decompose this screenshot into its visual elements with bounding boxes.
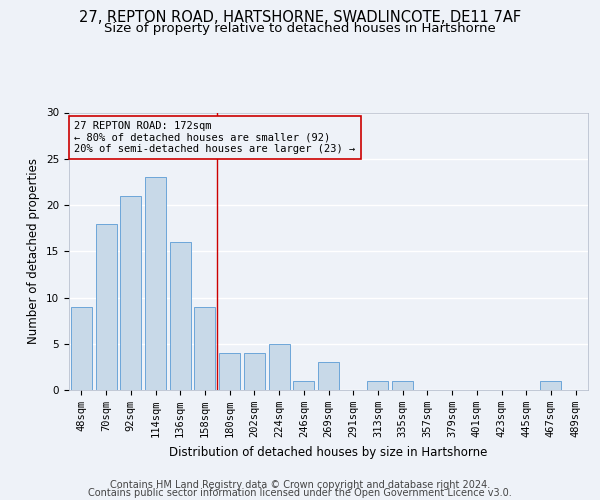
Bar (95, 224, 116, 390)
Bar (367, 381, 388, 390)
Text: Contains HM Land Registry data © Crown copyright and database right 2024.: Contains HM Land Registry data © Crown c… (110, 480, 490, 490)
Bar (244, 353, 265, 390)
Text: 27 REPTON ROAD: 172sqm
← 80% of detached houses are smaller (92)
20% of semi-det: 27 REPTON ROAD: 172sqm ← 80% of detached… (74, 121, 355, 154)
Bar (318, 362, 339, 390)
Text: 27, REPTON ROAD, HARTSHORNE, SWADLINCOTE, DE11 7AF: 27, REPTON ROAD, HARTSHORNE, SWADLINCOTE… (79, 10, 521, 25)
Bar (392, 381, 413, 390)
Text: Size of property relative to detached houses in Hartshorne: Size of property relative to detached ho… (104, 22, 496, 35)
Bar (170, 242, 191, 390)
Text: Contains public sector information licensed under the Open Government Licence v3: Contains public sector information licen… (88, 488, 512, 498)
Bar (120, 196, 141, 390)
Bar (145, 178, 166, 390)
Bar (71, 306, 92, 390)
Bar (541, 381, 562, 390)
Bar (269, 344, 290, 390)
Bar (293, 381, 314, 390)
X-axis label: Distribution of detached houses by size in Hartshorne: Distribution of detached houses by size … (169, 446, 488, 458)
Y-axis label: Number of detached properties: Number of detached properties (28, 158, 40, 344)
Bar (194, 306, 215, 390)
Bar (219, 353, 240, 390)
